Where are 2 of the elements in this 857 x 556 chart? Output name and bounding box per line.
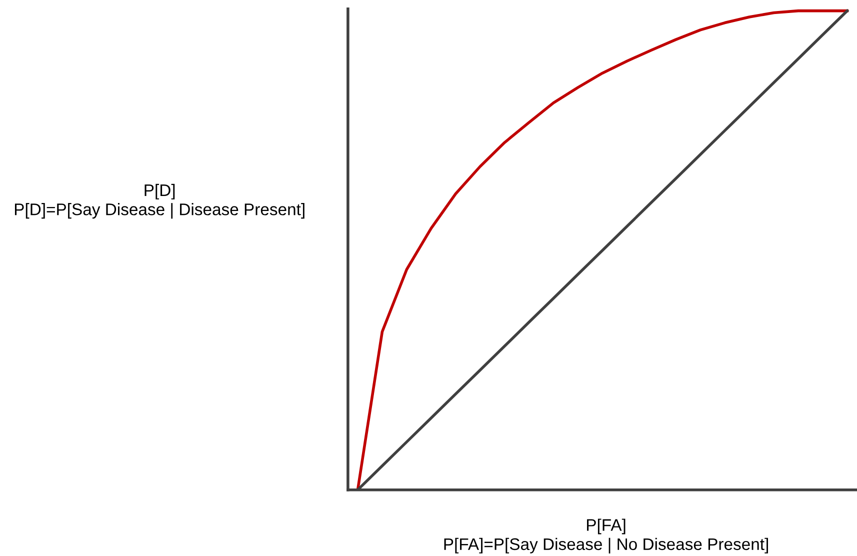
x-axis-title: P[FA] P[FA]=P[Say Disease | No Disease Present] <box>444 518 768 554</box>
y-axis-title: P[D] P[D]=P[Say Disease | Disease Present] <box>14 184 304 219</box>
